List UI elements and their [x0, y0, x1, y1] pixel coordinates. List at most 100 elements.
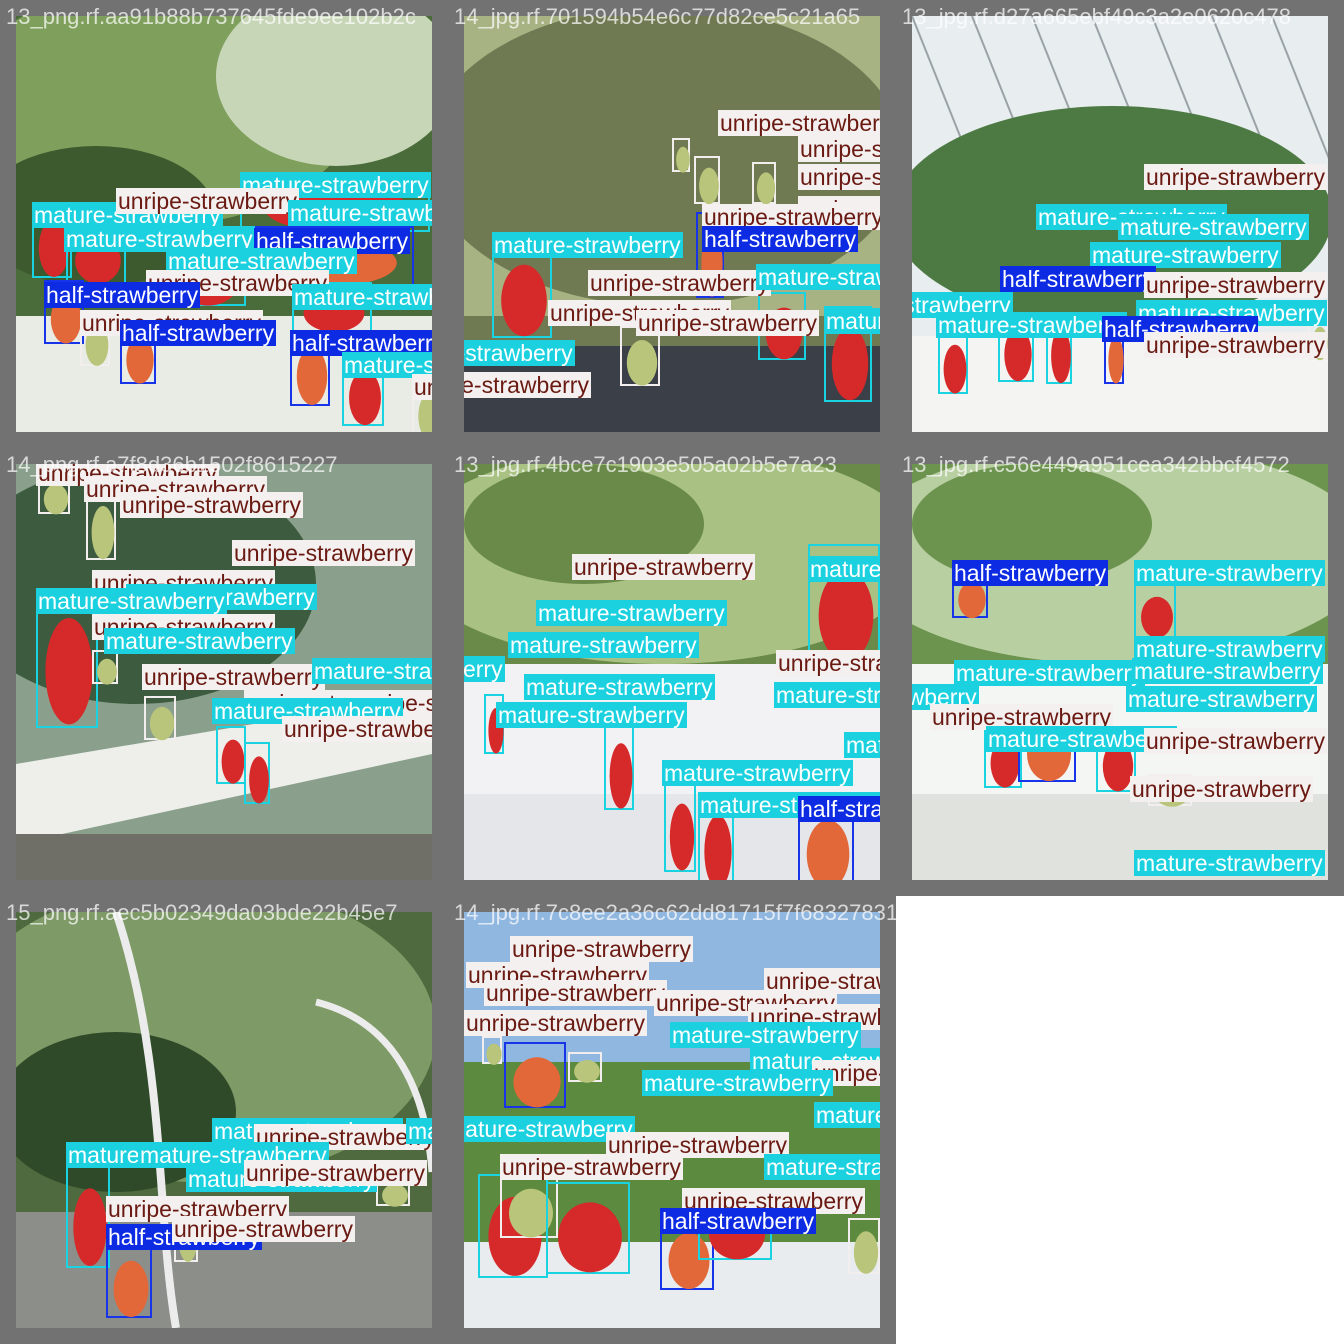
- strawberry-fruit: [38, 219, 70, 277]
- strawberry-fruit: [486, 1043, 502, 1065]
- class-label: unripe-strawberry: [1144, 332, 1327, 358]
- tile-photo: half-strawberry mature-strawberry mature-s…: [912, 464, 1328, 880]
- class-label: mature-strawberry: [1132, 658, 1323, 684]
- class-label: mature-strawberry: [670, 1022, 861, 1048]
- class-label: unripe-strawberry: [116, 188, 299, 214]
- detection-box-half: [106, 1244, 152, 1318]
- detection-box-unripe: [144, 696, 176, 741]
- class-label: mature-strawberry: [1134, 850, 1325, 876]
- class-label: unripe-strawberry: [254, 1124, 432, 1150]
- class-label: unripe-strawberry: [120, 492, 303, 518]
- class-label: mature-strawberry: [774, 682, 880, 708]
- strawberry-fruit: [1004, 328, 1032, 382]
- class-label: unripe-strawberry: [1144, 164, 1327, 190]
- class-label: mature-strawberry: [824, 308, 880, 334]
- class-label: mature-strawberry: [662, 760, 853, 786]
- strawberry-fruit: [574, 1060, 600, 1083]
- class-label: mature-strawberry: [936, 312, 1127, 338]
- class-label: unripe-strawberry: [244, 1160, 427, 1186]
- detection-box-unripe: [568, 1052, 602, 1083]
- image-tile: mature-strawberry mature-strawberry unripe…: [0, 0, 448, 448]
- class-label: mature-strawberry: [492, 232, 683, 258]
- strawberry-fruit: [221, 739, 245, 784]
- detection-box-mature: [938, 330, 968, 394]
- strawberry-fruit: [756, 172, 776, 205]
- class-label: mature-strawberry: [292, 284, 432, 310]
- class-label: unripe-strawberry: [930, 704, 1113, 730]
- detection-box-unripe: [848, 1218, 880, 1274]
- tile-photo: mature-strawberry mature-strawberry unripe…: [16, 16, 432, 432]
- detection-box-mature: [216, 726, 246, 784]
- strawberry-fruit: [958, 581, 986, 619]
- class-label: mature-strawberry: [756, 264, 880, 290]
- detection-box-unripe: [482, 1036, 502, 1065]
- class-label: unripe-strawberry: [232, 540, 415, 566]
- strawberry-fruit: [45, 618, 93, 725]
- detection-box-mature: [604, 724, 634, 810]
- detection-box-mature: [664, 784, 696, 872]
- class-label: mature-strawberry: [64, 226, 255, 252]
- class-label: mature-strawberry: [1090, 242, 1281, 268]
- class-label: mature-strawberry: [1134, 636, 1325, 662]
- class-label: mature-strawberry: [808, 556, 880, 582]
- image-tile: mature-strawberryunripe-strawberrymature…: [0, 896, 448, 1344]
- strawberry-fruit: [513, 1057, 561, 1108]
- strawberry-fruit: [418, 391, 432, 432]
- class-label: mature-strawberry: [312, 658, 432, 684]
- strawberry-fruit: [382, 1184, 408, 1207]
- class-label: unripe-strawberry: [776, 650, 880, 676]
- strawberry-fruit: [149, 706, 175, 741]
- class-label: half-strawberry: [44, 282, 201, 308]
- class-label: mature-strawberry: [1134, 560, 1325, 586]
- strawberry-fruit: [126, 336, 154, 384]
- strawberry-fruit: [1051, 328, 1071, 384]
- detection-box-mature: [66, 1166, 110, 1268]
- strawberry-fruit: [676, 146, 690, 173]
- class-label: mature-strawberry: [464, 340, 575, 366]
- class-label: mature-strawberry: [166, 248, 357, 274]
- detection-box-unripe: [752, 162, 776, 205]
- class-label: half-strawberry: [1000, 266, 1157, 292]
- strawberry-fruit: [73, 1188, 107, 1266]
- class-label: mature-strawberry: [464, 656, 505, 682]
- class-label: mature-strawberry: [642, 1070, 833, 1096]
- class-label: mature-strawberry: [496, 702, 687, 728]
- class-label: unripe-strawberry: [702, 204, 880, 230]
- strawberry-fruit: [669, 803, 695, 871]
- image-tile: unripe-strawberrymature-strawberrymature…: [448, 448, 896, 896]
- class-label: mature-strawberry: [524, 674, 715, 700]
- class-label: mature-strawberry: [814, 1102, 880, 1128]
- strawberry-fruit: [853, 1231, 879, 1274]
- class-label: mature-strawberry: [1118, 214, 1309, 240]
- strawberry-fruit: [818, 570, 874, 662]
- class-label: mature-strawberry: [764, 1154, 880, 1180]
- detection-box-mature: [1134, 584, 1176, 638]
- detection-box-mature: [546, 1182, 630, 1274]
- class-label: mature-strawberry: [36, 588, 227, 614]
- tile-filename: 14_jpg.rf.701594b54e6c77d82ce5c21a65: [454, 4, 861, 29]
- detection-box-half: [504, 1042, 566, 1108]
- strawberry-fruit: [1141, 596, 1173, 638]
- strawberry-fruit: [97, 658, 117, 685]
- image-tile: unripe-strawberry unripe-strawberry unripe…: [448, 0, 896, 448]
- detection-box-unripe: [694, 156, 720, 205]
- tile-filename: 13_png.rf.aa91b88b737645fde9ee102b2c: [6, 4, 416, 29]
- strawberry-fruit: [1108, 336, 1124, 384]
- class-label: unripe-strawberry: [798, 164, 880, 190]
- class-label: mature-strawberry: [464, 1116, 635, 1142]
- strawberry-fruit: [943, 344, 967, 394]
- detection-box-unripe: [92, 650, 118, 685]
- strawberry-fruit: [806, 820, 850, 880]
- tile-filename: 13_jpg.rf.4bce7c1903e505a02b5e7a23: [454, 452, 837, 477]
- tile-filename: 15_png.rf.aec5b02349da03bde22b45e7: [6, 900, 398, 925]
- tile-filename: 14_jpg.rf.7c8ee2a36c62dd81715f7f68327831…: [454, 900, 896, 925]
- strawberry-fruit: [704, 815, 732, 880]
- strawberry-fruit: [609, 743, 633, 809]
- class-label: unripe-strawberry: [588, 270, 771, 296]
- strawberry-fruit: [508, 1188, 554, 1238]
- class-label: unripe-strawberry: [1144, 728, 1327, 754]
